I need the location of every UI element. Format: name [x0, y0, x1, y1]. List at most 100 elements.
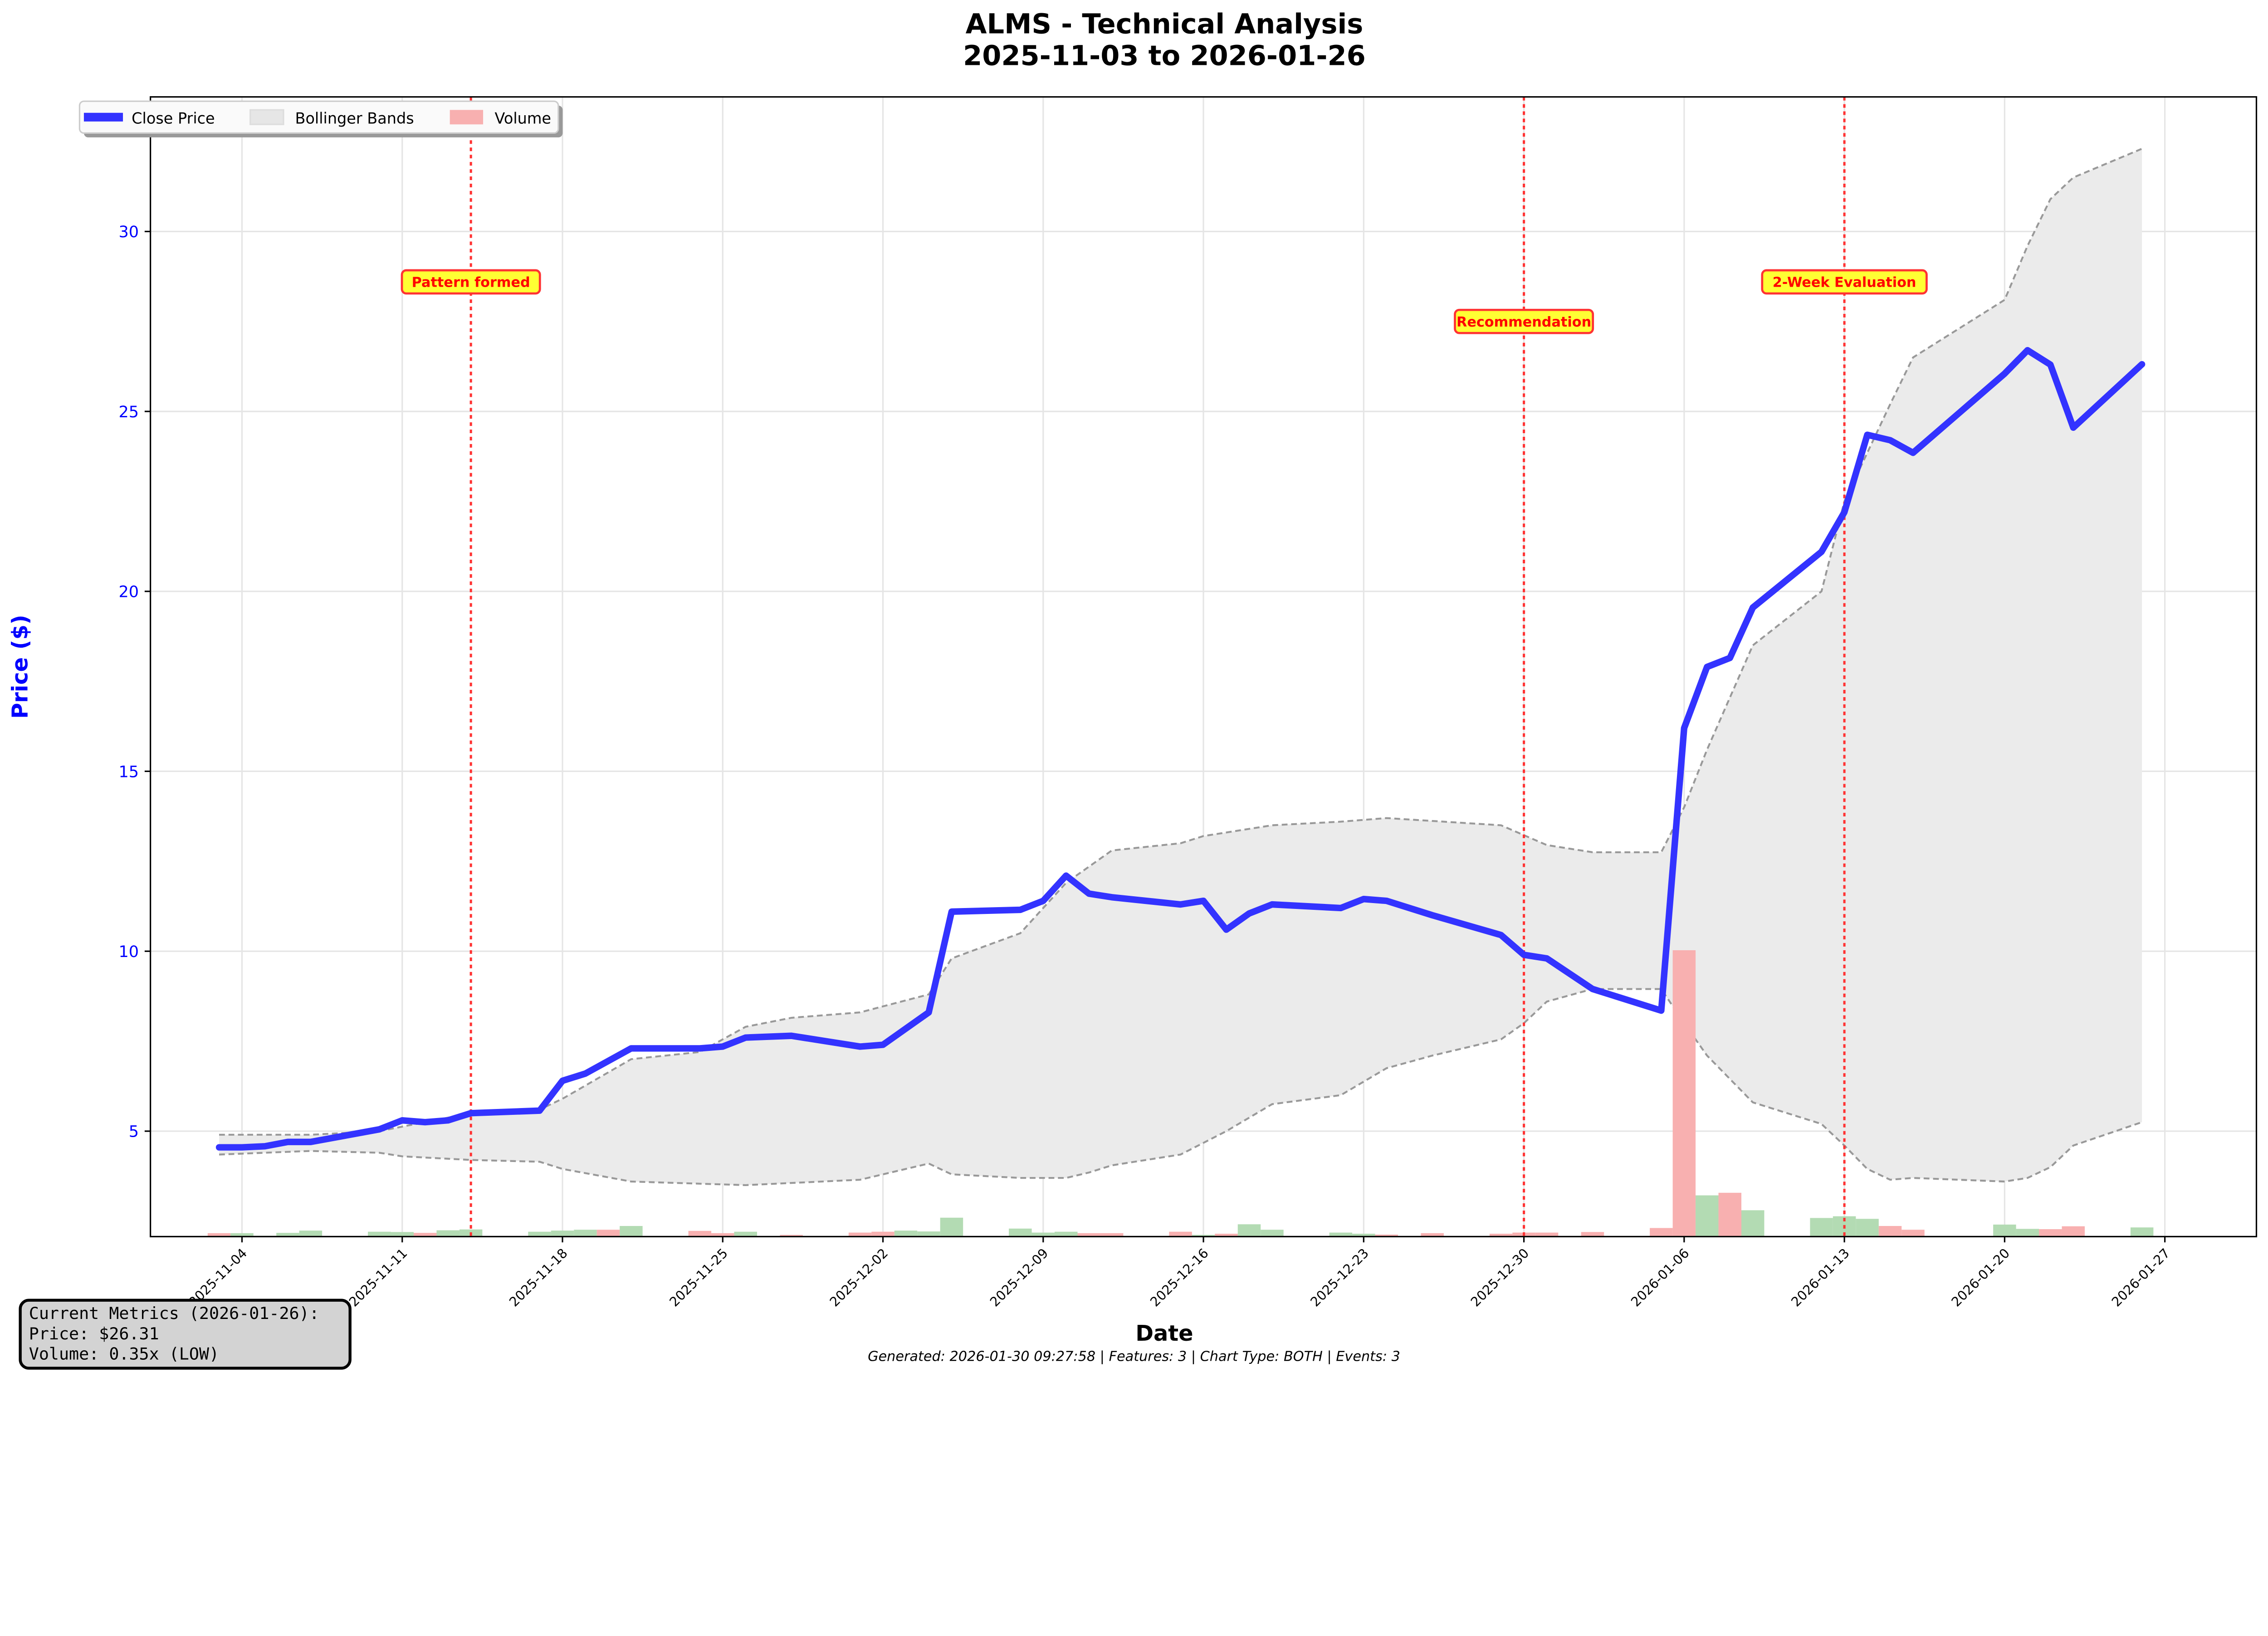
y-tick-label: 5 [129, 1123, 139, 1141]
volume-bar [1650, 1228, 1673, 1237]
volume-bar [688, 1231, 712, 1237]
volume-bar [1672, 950, 1696, 1237]
volume-bar [1581, 1232, 1604, 1237]
volume-bar [894, 1231, 918, 1237]
volume-bar [1810, 1218, 1833, 1237]
legend-swatch-volume [450, 110, 484, 125]
volume-bar [620, 1226, 643, 1237]
volume-bar [1100, 1233, 1124, 1237]
volume-bar [276, 1233, 299, 1237]
volume-bar [230, 1233, 254, 1237]
volume-bar [1421, 1233, 1444, 1237]
volume-bar [780, 1235, 803, 1237]
volume-bar [1352, 1234, 1375, 1237]
volume-bar [299, 1231, 323, 1237]
x-axis-label: Date [1135, 1321, 1193, 1346]
volume-bar [2039, 1229, 2062, 1237]
current-metrics-box: Current Metrics (2026-01-26): Price: $26… [19, 1299, 352, 1370]
volume-bar [917, 1231, 940, 1237]
close-price-point [791, 1035, 792, 1036]
volume-bar [1993, 1224, 2016, 1237]
event-label: Recommendation [1457, 314, 1591, 330]
volume-bar [413, 1233, 437, 1237]
legend: Close Price Bollinger Bands Volume [78, 100, 563, 137]
volume-bar [1031, 1232, 1055, 1237]
legend-label-close: Close Price [132, 110, 215, 127]
volume-bar [1261, 1230, 1284, 1237]
legend-swatch-close [83, 112, 123, 122]
volume-bar [1489, 1234, 1513, 1237]
y-tick-label: 30 [118, 223, 139, 241]
volume-bar [1237, 1224, 1261, 1237]
volume-bar [1741, 1210, 1765, 1237]
y-tick-label: 25 [118, 403, 139, 421]
volume-bar [207, 1233, 231, 1237]
event-label-box [401, 269, 541, 295]
volume-bar [2062, 1226, 2085, 1237]
close-price-point [699, 1048, 700, 1049]
event-label: 2-Week Evaluation [1773, 275, 1916, 291]
volume-bar [551, 1231, 574, 1237]
close-price-point [2004, 373, 2005, 374]
close-price-point [745, 1037, 746, 1038]
chart-title: ALMS - Technical Analysis [966, 8, 1364, 40]
bollinger-lower-line [219, 988, 2142, 1187]
volume-bar [1192, 1235, 1215, 1237]
volume-bar [1535, 1232, 1559, 1237]
volume-bar [940, 1217, 963, 1237]
volume-bar [1055, 1231, 1078, 1237]
volume-bar [1718, 1192, 1742, 1237]
metrics-volume: Volume: 0.35x (LOW) [29, 1344, 219, 1363]
legend-label-bollinger: Bollinger Bands [295, 110, 414, 127]
technical-analysis-chart: ALMS - Technical Analysis 2025-11-03 to … [8, 8, 2258, 1370]
close-price-point [219, 1147, 220, 1148]
close-price-point [539, 1110, 540, 1111]
volume-bar [871, 1231, 894, 1237]
y-tick-label: 20 [118, 583, 139, 601]
close-price-point [1844, 512, 1845, 513]
metrics-price: Price: $26.31 [29, 1324, 159, 1343]
volume-bar [1009, 1228, 1032, 1237]
metrics-box-background [19, 1299, 352, 1370]
volume-bar [1901, 1230, 1925, 1237]
close-price-point [1180, 904, 1181, 905]
volume-bar [1856, 1219, 1879, 1237]
chart-subtitle: 2025-11-03 to 2026-01-26 [963, 40, 1366, 72]
volume-bar [1215, 1234, 1238, 1237]
volume-bar [1077, 1233, 1100, 1237]
close-price-point [379, 1129, 380, 1130]
event-labels: Pattern formed Recommendation 2-Week Evalu… [401, 269, 1928, 334]
volume-bars [207, 950, 2154, 1237]
volume-bar [1375, 1234, 1398, 1237]
volume-bar [1878, 1226, 1902, 1237]
volume-bar [574, 1230, 597, 1237]
volume-bar [734, 1231, 757, 1237]
footer-text: Generated: 2026-01-30 09:27:58 | Feature… [868, 1349, 1400, 1365]
volume-bar [368, 1231, 391, 1237]
volume-bar [1329, 1232, 1353, 1237]
legend-label-volume: Volume [495, 110, 551, 127]
close-price-line [215, 347, 2146, 1151]
legend-swatch-bollinger [249, 109, 284, 125]
volume-bar [436, 1230, 459, 1237]
volume-bar [711, 1233, 734, 1237]
volume-bar [596, 1230, 620, 1237]
y-axis: 5 10 15 20 25 30 [118, 223, 151, 1141]
bollinger-bands [219, 147, 2142, 1187]
y-tick-label: 15 [118, 762, 139, 781]
close-price-point [1226, 929, 1227, 930]
volume-bar [528, 1231, 551, 1237]
event-label-box [1454, 308, 1594, 334]
event-label: Pattern formed [412, 275, 530, 291]
volume-bar [2016, 1229, 2039, 1237]
close-price-point [1249, 913, 1250, 914]
volume-bar [1169, 1231, 1192, 1237]
y-tick-label: 10 [118, 943, 139, 961]
event-label-box [1761, 269, 1928, 295]
bollinger-upper-line [219, 147, 2142, 1136]
volume-bar [848, 1232, 872, 1237]
legend-box [78, 100, 559, 134]
volume-bar [1696, 1195, 1719, 1237]
volume-bar [391, 1232, 414, 1237]
y-axis-label: Price ($) [8, 615, 33, 718]
